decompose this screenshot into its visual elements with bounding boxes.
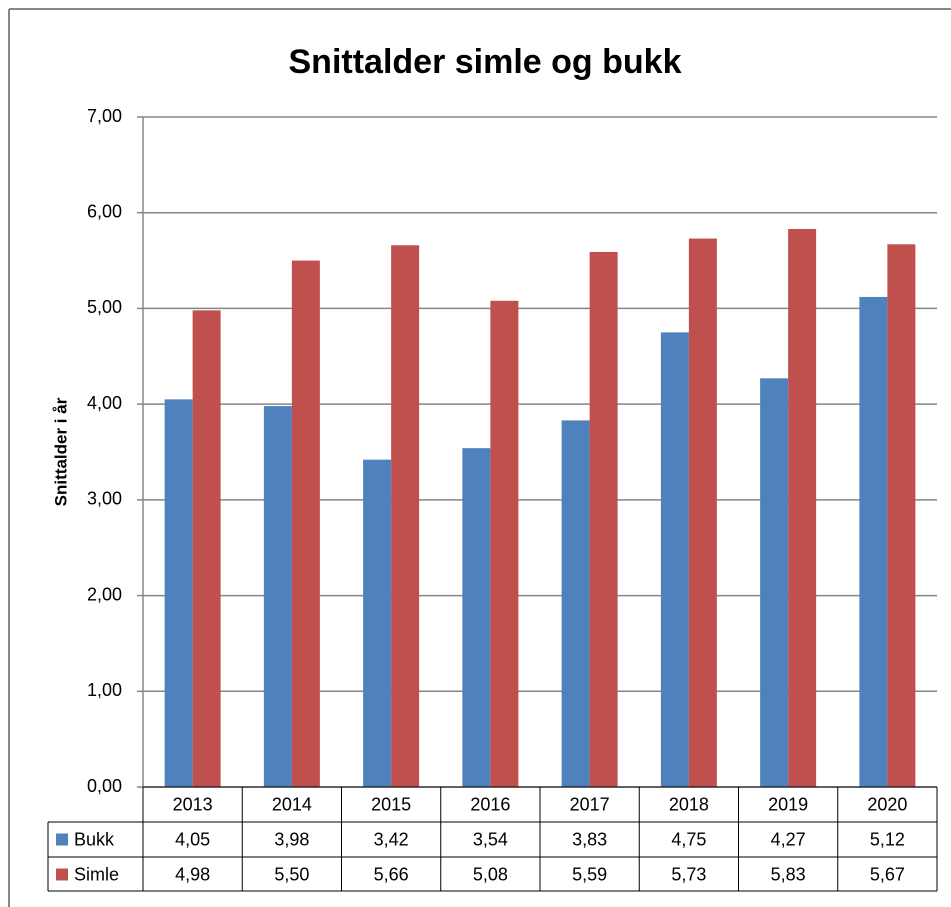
table-value: 5,83 xyxy=(771,864,806,884)
table-value: 4,27 xyxy=(771,829,806,849)
y-tick-label: 3,00 xyxy=(87,489,122,509)
y-axis-title: Snittalder i år xyxy=(51,397,70,506)
bar xyxy=(490,300,519,787)
y-tick-label: 7,00 xyxy=(87,106,122,126)
bar xyxy=(363,459,392,787)
table-value: 5,08 xyxy=(473,864,508,884)
x-tick-label: 2019 xyxy=(768,794,808,814)
bar xyxy=(660,332,689,787)
table-value: 5,67 xyxy=(870,864,905,884)
table-value: 3,83 xyxy=(572,829,607,849)
table-value: 5,50 xyxy=(274,864,309,884)
y-tick-label: 4,00 xyxy=(87,393,122,413)
bar xyxy=(164,399,193,787)
y-tick-label: 1,00 xyxy=(87,680,122,700)
legend-swatch xyxy=(56,868,68,881)
table-value: 3,98 xyxy=(274,829,309,849)
table-value: 3,42 xyxy=(374,829,409,849)
bar xyxy=(391,245,420,787)
legend-label: Bukk xyxy=(74,829,115,849)
y-tick-label: 2,00 xyxy=(87,584,122,604)
legend-label: Simle xyxy=(74,864,119,884)
x-tick-label: 2013 xyxy=(173,794,213,814)
table-value: 4,75 xyxy=(671,829,706,849)
table-value: 5,66 xyxy=(374,864,409,884)
chart-title: Snittalder simle og bukk xyxy=(289,43,682,81)
bar xyxy=(887,244,916,788)
table-value: 3,54 xyxy=(473,829,508,849)
bar xyxy=(263,406,292,787)
x-tick-label: 2014 xyxy=(272,794,312,814)
x-tick-label: 2017 xyxy=(570,794,610,814)
bar xyxy=(589,251,618,787)
bar xyxy=(192,310,221,787)
bar xyxy=(561,420,590,787)
bar xyxy=(859,296,888,787)
bar xyxy=(688,238,717,788)
table-value: 4,05 xyxy=(175,829,210,849)
y-tick-label: 5,00 xyxy=(87,297,122,317)
y-tick-label: 0,00 xyxy=(87,776,122,796)
y-tick-label: 6,00 xyxy=(87,201,122,221)
bar xyxy=(462,448,491,787)
x-tick-label: 2015 xyxy=(371,794,411,814)
table-value: 5,73 xyxy=(671,864,706,884)
bar xyxy=(788,228,817,787)
bar xyxy=(760,378,789,787)
legend-swatch xyxy=(56,833,68,846)
table-value: 5,59 xyxy=(572,864,607,884)
bar xyxy=(291,260,320,788)
x-tick-label: 2018 xyxy=(669,794,709,814)
x-tick-label: 2016 xyxy=(470,794,510,814)
x-tick-label: 2020 xyxy=(867,794,907,814)
table-value: 5,12 xyxy=(870,829,905,849)
table-value: 4,98 xyxy=(175,864,210,884)
